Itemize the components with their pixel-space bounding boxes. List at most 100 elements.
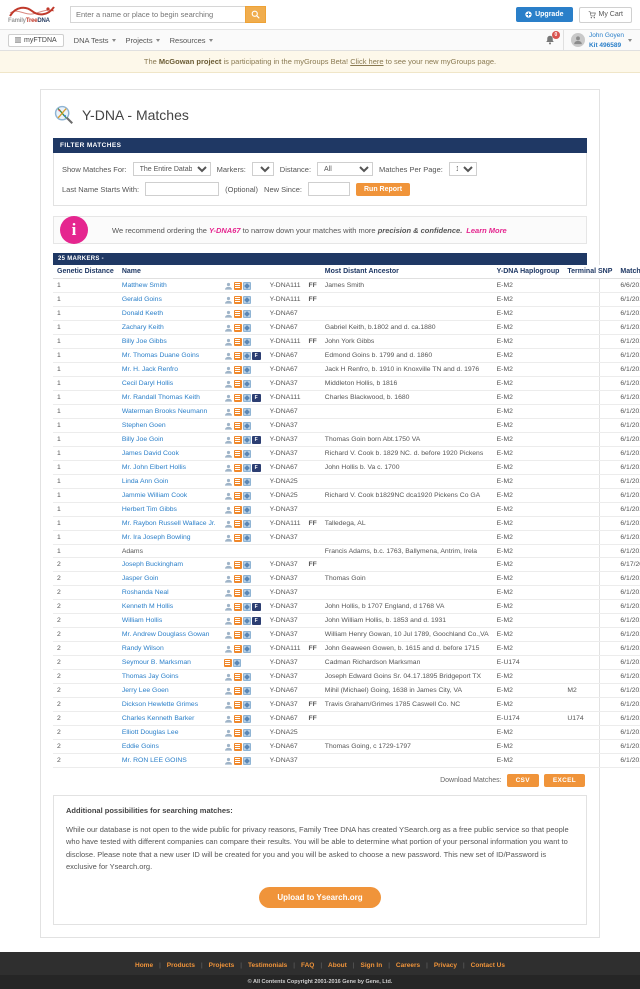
notes-icon[interactable] [233, 463, 242, 472]
notes-icon[interactable] [233, 477, 242, 486]
notes-icon[interactable] [233, 295, 242, 304]
match-name-link[interactable]: Mr. H. Jack Renfro [121, 366, 179, 373]
table-row[interactable]: 2 Dickson Hewlette Grimes Y-DNA37 FF Travis … [53, 697, 640, 712]
search-input[interactable] [70, 6, 245, 23]
col-most-distant-ancestor[interactable]: Most Distant Ancestor [320, 265, 493, 279]
table-row[interactable]: 1 Adams Francis Adams, b.c. 1763, Ballymen… [53, 544, 640, 558]
ftdna-tree-icon[interactable]: F [251, 463, 261, 472]
notes-icon[interactable] [233, 742, 242, 751]
person-profile-icon[interactable] [224, 366, 233, 374]
person-profile-icon[interactable] [224, 743, 233, 751]
match-name-link[interactable]: Kenneth M Hollis [121, 603, 174, 610]
person-profile-icon[interactable] [224, 492, 233, 500]
col-name[interactable]: Name [117, 265, 220, 279]
notes-icon[interactable] [233, 393, 242, 402]
nav-item-dna-tests[interactable]: DNA Tests [74, 36, 116, 45]
footer-link[interactable]: Testimonials [248, 961, 288, 969]
match-name-link[interactable]: Linda Ann Goin [121, 478, 169, 485]
person-profile-icon[interactable] [224, 380, 233, 388]
nav-item-resources[interactable]: Resources [170, 36, 213, 45]
person-profile-icon[interactable] [224, 408, 233, 416]
match-name-link[interactable]: Dickson Hewlette Grimes [121, 701, 199, 708]
notes-icon[interactable] [233, 588, 242, 597]
person-profile-icon[interactable] [224, 394, 233, 402]
notes-icon[interactable] [233, 351, 242, 360]
edit-pencil-icon[interactable] [242, 644, 251, 653]
match-name-link[interactable]: Jerry Lee Goen [121, 687, 169, 694]
edit-pencil-icon[interactable] [242, 337, 251, 346]
person-profile-icon[interactable] [224, 561, 233, 569]
edit-pencil-icon[interactable] [242, 421, 251, 430]
ftdna-tree-icon[interactable]: F [251, 351, 261, 360]
person-profile-icon[interactable] [224, 603, 233, 611]
edit-pencil-icon[interactable] [242, 309, 251, 318]
beta-click-here-link[interactable]: Click here [350, 57, 384, 66]
markers-select[interactable]: 25 [251, 162, 274, 176]
table-row[interactable]: 2 Randy Wilson Y-DNA111 FF John Geaween Gowe… [53, 641, 640, 656]
edit-pencil-icon[interactable] [232, 658, 241, 667]
person-profile-icon[interactable] [224, 729, 233, 737]
distance-select[interactable]: All [317, 162, 374, 176]
table-row[interactable]: 2 Charles Kenneth Barker Y-DNA67 FF E-U174 U1… [53, 711, 640, 726]
notes-icon[interactable] [233, 505, 242, 514]
col-genetic-distance[interactable]: Genetic Distance [53, 265, 118, 279]
notes-icon[interactable] [233, 616, 242, 625]
upload-to-ysearch-button[interactable]: Upload to Ysearch.org [259, 886, 381, 908]
edit-pencil-icon[interactable] [242, 714, 251, 723]
table-row[interactable]: 1 Waterman Brooks Neumann Y-DNA67 E-M2 6/1/2… [53, 404, 640, 419]
match-name-link[interactable]: Zachary Keith [121, 324, 164, 331]
run-report-button[interactable]: Run Report [355, 182, 411, 196]
notes-icon[interactable] [233, 491, 242, 500]
person-profile-icon[interactable] [224, 422, 233, 430]
notes-icon[interactable] [233, 533, 242, 542]
notes-icon[interactable] [233, 519, 242, 528]
match-name-link[interactable]: Randy Wilson [121, 645, 164, 652]
new-since-input[interactable] [307, 182, 350, 196]
table-row[interactable]: 1 Billy Joe Gibbs Y-DNA111 FF John York Gibb… [53, 334, 640, 349]
person-profile-icon[interactable] [224, 687, 233, 695]
edit-pencil-icon[interactable] [242, 351, 251, 360]
footer-link[interactable]: About [328, 961, 347, 969]
footer-link[interactable]: Home [135, 961, 154, 969]
edit-pencil-icon[interactable] [242, 365, 251, 374]
notes-icon[interactable] [233, 700, 242, 709]
person-profile-icon[interactable] [224, 757, 233, 765]
notes-icon[interactable] [233, 602, 242, 611]
table-row[interactable]: 1 Zachary Keith Y-DNA67 Gabriel Keith, b.18… [53, 320, 640, 335]
person-profile-icon[interactable] [224, 645, 233, 653]
notes-icon[interactable] [233, 407, 242, 416]
learn-more-link[interactable]: Learn More [466, 225, 507, 235]
edit-pencil-icon[interactable] [242, 505, 251, 514]
match-name-link[interactable]: James David Cook [121, 450, 179, 457]
edit-pencil-icon[interactable] [242, 533, 251, 542]
match-name-link[interactable]: Jasper Goin [121, 575, 159, 582]
notes-icon[interactable] [233, 574, 242, 583]
table-row[interactable]: 1 James David Cook Y-DNA37 Richard V. Cook … [53, 446, 640, 461]
ftdna-tree-icon[interactable]: F [251, 393, 261, 402]
table-row[interactable]: 1 Mr. H. Jack Renfro Y-DNA67 Jack H Renfro,… [53, 362, 640, 377]
edit-pencil-icon[interactable] [242, 323, 251, 332]
col-haplogroup[interactable]: Y-DNA Haplogroup [492, 265, 564, 279]
match-name-link[interactable]: Mr. Ira Joseph Bowling [121, 534, 191, 541]
person-profile-icon[interactable] [224, 701, 233, 709]
notes-icon[interactable] [233, 686, 242, 695]
last-name-input[interactable] [145, 182, 220, 196]
col-terminal-snp[interactable]: Terminal SNP [563, 265, 617, 279]
match-name-link[interactable]: Charles Kenneth Barker [121, 715, 195, 722]
person-profile-icon[interactable] [224, 617, 233, 625]
edit-pencil-icon[interactable] [242, 560, 251, 569]
edit-pencil-icon[interactable] [242, 616, 251, 625]
notes-icon[interactable] [233, 728, 242, 737]
person-profile-icon[interactable] [224, 715, 233, 723]
person-profile-icon[interactable] [224, 296, 233, 304]
match-name-link[interactable]: Mr. John Elbert Hollis [121, 464, 187, 471]
edit-pencil-icon[interactable] [242, 407, 251, 416]
footer-link[interactable]: FAQ [300, 961, 315, 969]
notes-icon[interactable] [223, 658, 232, 667]
footer-link[interactable]: Projects [208, 961, 235, 969]
show-matches-select[interactable]: The Entire Database [132, 162, 211, 176]
